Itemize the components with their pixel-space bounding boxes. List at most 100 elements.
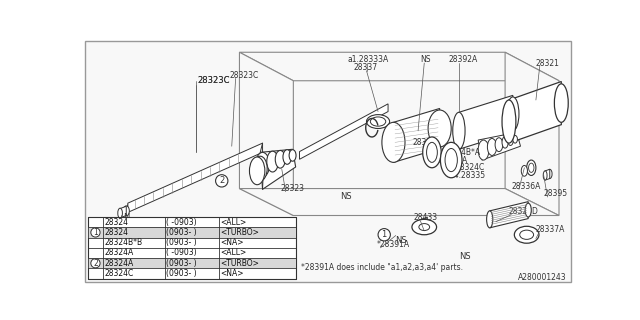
Text: NS: NS xyxy=(396,236,407,245)
Text: a1.28333A: a1.28333A xyxy=(348,55,388,64)
Text: 28324: 28324 xyxy=(105,218,129,227)
Polygon shape xyxy=(239,52,559,81)
Text: (0903- ): (0903- ) xyxy=(166,269,197,278)
Text: *28391A does include "a1,a2,a3,a4' parts.: *28391A does include "a1,a2,a3,a4' parts… xyxy=(301,263,463,272)
Text: 28433: 28433 xyxy=(414,213,438,222)
Text: <ALL>: <ALL> xyxy=(220,218,246,227)
Text: 28324A: 28324A xyxy=(105,248,134,258)
Polygon shape xyxy=(490,202,528,228)
Text: (0903- ): (0903- ) xyxy=(166,259,197,268)
Ellipse shape xyxy=(525,203,531,217)
Ellipse shape xyxy=(452,112,465,149)
Ellipse shape xyxy=(488,139,497,156)
Ellipse shape xyxy=(529,163,534,172)
Text: 28323C: 28323C xyxy=(230,71,259,80)
Ellipse shape xyxy=(371,117,386,126)
Text: (0903- ): (0903- ) xyxy=(166,228,197,237)
Text: a3.28324C: a3.28324C xyxy=(444,163,484,172)
Text: a2.28324B*A: a2.28324B*A xyxy=(431,148,481,157)
Ellipse shape xyxy=(412,219,436,235)
Bar xyxy=(88,258,296,268)
Text: 28323C: 28323C xyxy=(197,76,230,85)
Ellipse shape xyxy=(419,224,429,230)
Text: 1: 1 xyxy=(93,228,98,237)
Text: 28323A: 28323A xyxy=(438,156,467,164)
Polygon shape xyxy=(459,95,513,149)
Polygon shape xyxy=(300,104,388,159)
Polygon shape xyxy=(509,82,561,143)
Ellipse shape xyxy=(486,211,493,228)
Ellipse shape xyxy=(123,206,129,216)
Text: 28324: 28324 xyxy=(105,228,129,237)
Text: 28321: 28321 xyxy=(536,59,560,68)
Circle shape xyxy=(378,228,390,241)
Text: ( -0903): ( -0903) xyxy=(166,248,197,258)
Ellipse shape xyxy=(267,151,278,172)
Text: <TURBO>: <TURBO> xyxy=(220,228,259,237)
Polygon shape xyxy=(239,188,559,215)
Text: a4.28335: a4.28335 xyxy=(450,171,486,180)
Polygon shape xyxy=(478,132,520,160)
Ellipse shape xyxy=(118,208,122,218)
Ellipse shape xyxy=(507,97,519,131)
Ellipse shape xyxy=(478,140,489,160)
Text: 28395: 28395 xyxy=(120,233,144,242)
Text: 1: 1 xyxy=(381,230,387,239)
Ellipse shape xyxy=(495,138,503,152)
Ellipse shape xyxy=(250,157,265,185)
Ellipse shape xyxy=(289,150,296,161)
Polygon shape xyxy=(260,149,296,189)
Circle shape xyxy=(216,175,228,187)
Text: 2: 2 xyxy=(93,259,98,268)
Ellipse shape xyxy=(428,110,451,147)
Text: 28324C: 28324C xyxy=(105,269,134,278)
Ellipse shape xyxy=(515,226,539,243)
Ellipse shape xyxy=(554,84,568,122)
Ellipse shape xyxy=(255,152,269,177)
Ellipse shape xyxy=(543,171,547,180)
Ellipse shape xyxy=(445,148,458,172)
Polygon shape xyxy=(545,169,550,180)
Ellipse shape xyxy=(521,165,527,176)
Text: A280001243: A280001243 xyxy=(518,273,566,282)
Text: 28324B*B: 28324B*B xyxy=(105,238,143,247)
Text: 28337: 28337 xyxy=(353,63,378,72)
Polygon shape xyxy=(421,217,428,227)
Polygon shape xyxy=(505,52,559,215)
Text: 28395: 28395 xyxy=(543,189,568,198)
Text: 28323C: 28323C xyxy=(197,76,230,85)
Text: 28323D: 28323D xyxy=(509,207,539,216)
Circle shape xyxy=(91,259,100,268)
Ellipse shape xyxy=(382,122,405,162)
Ellipse shape xyxy=(502,100,516,143)
Ellipse shape xyxy=(508,136,513,145)
Text: 28392A: 28392A xyxy=(448,55,477,64)
Text: <NA>: <NA> xyxy=(220,238,244,247)
Ellipse shape xyxy=(253,156,267,181)
Ellipse shape xyxy=(520,230,534,239)
Polygon shape xyxy=(120,206,126,218)
Ellipse shape xyxy=(367,115,390,129)
Text: 28333: 28333 xyxy=(413,138,437,147)
Text: 28324A: 28324A xyxy=(105,259,134,268)
Text: 28323: 28323 xyxy=(280,184,304,193)
Polygon shape xyxy=(394,108,440,162)
Ellipse shape xyxy=(275,150,285,168)
Circle shape xyxy=(91,228,100,237)
Text: NS: NS xyxy=(460,252,471,261)
Text: NS: NS xyxy=(340,192,351,201)
Bar xyxy=(88,217,296,279)
Text: ( -0903): ( -0903) xyxy=(166,218,197,227)
Text: N: N xyxy=(123,213,129,222)
Text: (0903- ): (0903- ) xyxy=(166,238,197,247)
Text: *28391A: *28391A xyxy=(376,240,410,249)
Ellipse shape xyxy=(513,135,517,143)
Text: 28337A: 28337A xyxy=(536,225,565,234)
Ellipse shape xyxy=(547,169,552,179)
Text: 28336A: 28336A xyxy=(511,182,541,191)
Ellipse shape xyxy=(422,137,441,168)
Ellipse shape xyxy=(502,137,508,148)
Text: <TURBO>: <TURBO> xyxy=(220,259,259,268)
Ellipse shape xyxy=(440,142,462,178)
Text: <NA>: <NA> xyxy=(220,269,244,278)
